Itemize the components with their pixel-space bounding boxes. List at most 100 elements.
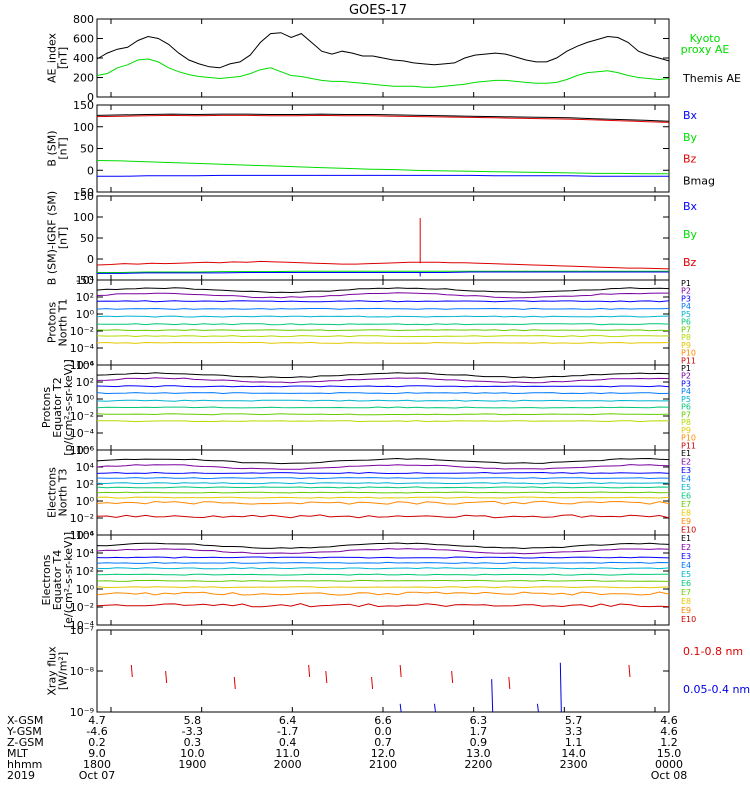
channel-line-P8 bbox=[96, 420, 670, 423]
xray-short-mark bbox=[491, 679, 494, 713]
x-row-value: Oct 07 bbox=[79, 769, 116, 782]
x-row-value: 4.6 bbox=[660, 714, 678, 727]
channel-label-P10: P10 bbox=[681, 434, 696, 443]
x-row-value: 5.7 bbox=[565, 714, 583, 727]
y-tick-label: 10² bbox=[76, 376, 94, 389]
x-row-value: 1900 bbox=[178, 758, 206, 771]
channel-label-E5: E5 bbox=[681, 483, 691, 492]
legend-kyoto: Kyoto bbox=[690, 32, 721, 45]
channel-label-P8: P8 bbox=[681, 418, 691, 427]
xray-short-mark bbox=[433, 703, 436, 713]
y-tick-label: 50 bbox=[80, 232, 94, 245]
series-line-1 bbox=[96, 113, 670, 122]
legend-xray-2: 0.05-0.4 nm bbox=[683, 683, 750, 696]
channel-line-E10 bbox=[96, 514, 670, 519]
xray-long-mark bbox=[371, 676, 374, 690]
channel-line-P3 bbox=[96, 385, 670, 388]
y-tick-label: 150 bbox=[73, 99, 94, 112]
y-tick-label: 10² bbox=[76, 291, 94, 304]
x-row-value: 12.0 bbox=[371, 747, 396, 760]
channel-line-P6 bbox=[96, 323, 670, 326]
x-row-value: 11.0 bbox=[275, 747, 300, 760]
x-row-value: 1.2 bbox=[660, 736, 678, 749]
channel-label-E10: E10 bbox=[681, 526, 696, 535]
channel-line-E5 bbox=[96, 482, 670, 485]
xray-long-mark bbox=[233, 676, 236, 690]
y-tick-label: 0 bbox=[87, 164, 94, 177]
x-row-value: 0.0 bbox=[374, 725, 392, 738]
legend-bx: Bx bbox=[683, 109, 698, 122]
channel-label-P3: P3 bbox=[681, 294, 691, 303]
y-tick-label: 0 bbox=[87, 91, 94, 104]
y-tick-label: 0 bbox=[87, 253, 94, 266]
channel-line-E3 bbox=[96, 471, 670, 475]
y-axis-label: AE_index bbox=[46, 32, 59, 83]
channel-label-P1: P1 bbox=[681, 279, 691, 288]
x-row-value: 1800 bbox=[83, 758, 111, 771]
x-row-value: 1.7 bbox=[470, 725, 488, 738]
y-tick-label: 10⁰ bbox=[76, 583, 95, 596]
y-axis-label: [p/(cm²-s-sr-keV)] bbox=[62, 359, 75, 456]
channel-label-E10: E10 bbox=[681, 615, 696, 624]
legend-bz: Bz bbox=[683, 153, 697, 166]
channel-label-E1: E1 bbox=[681, 449, 691, 458]
plot-title: GOES-17 bbox=[349, 3, 407, 18]
channel-line-E10 bbox=[96, 603, 670, 608]
y-axis-label: [e/(cm²-s-sr-keV)] bbox=[62, 532, 75, 628]
x-row-value: -3.3 bbox=[182, 725, 203, 738]
panel-frame bbox=[96, 195, 670, 281]
channel-label-P7: P7 bbox=[681, 325, 691, 334]
xray-long-mark bbox=[165, 670, 168, 684]
channel-line-E8 bbox=[96, 496, 670, 499]
channel-label-P8: P8 bbox=[681, 333, 691, 342]
y-tick-label: 10⁻² bbox=[70, 601, 94, 614]
y-tick-label: 10⁻² bbox=[70, 512, 94, 525]
x-row-label: Z-GSM bbox=[7, 736, 44, 749]
x-row-label: 2019 bbox=[7, 769, 35, 782]
x-row-value: 6.3 bbox=[470, 714, 488, 727]
channel-line-P7 bbox=[96, 329, 670, 332]
x-row-value: 13.0 bbox=[466, 747, 491, 760]
panel-8: 10⁻⁷ 10⁻⁸ 10⁻⁹ Xray flux[W/m²] 0.1-0.8 nm 0.0… bbox=[46, 624, 750, 719]
channel-line-E5 bbox=[96, 567, 670, 570]
x-row-value: Oct 08 bbox=[651, 769, 688, 782]
channel-label-E5: E5 bbox=[681, 570, 691, 579]
legend-themis-ae: Themis AE bbox=[682, 72, 741, 85]
xray-long-mark bbox=[130, 664, 133, 678]
channel-label-E4: E4 bbox=[681, 475, 691, 484]
y-tick-label: 10⁴ bbox=[76, 274, 95, 287]
channel-label-E2: E2 bbox=[681, 543, 691, 552]
y-tick-label: 10⁶ bbox=[76, 444, 95, 457]
y-tick-label: 10⁴ bbox=[76, 547, 95, 560]
y-axis-label: [nT] bbox=[57, 137, 70, 159]
channel-label-E2: E2 bbox=[681, 458, 691, 467]
xray-long-mark bbox=[508, 676, 511, 690]
y-axis-label: Equator T4 bbox=[51, 550, 64, 610]
channel-line-E4 bbox=[96, 477, 669, 480]
y-tick-label: 10⁰ bbox=[76, 393, 95, 406]
channel-line-P4 bbox=[96, 307, 670, 310]
x-row-value: 2300 bbox=[560, 758, 588, 771]
channel-line-E6 bbox=[96, 486, 670, 489]
channel-label-E1: E1 bbox=[681, 534, 691, 543]
channel-label-E4: E4 bbox=[681, 561, 691, 570]
channel-line-P2 bbox=[96, 377, 670, 384]
legend-bx: Bx bbox=[683, 200, 698, 213]
channel-label-P7: P7 bbox=[681, 410, 691, 419]
channel-line-E7 bbox=[96, 579, 670, 582]
channel-line-P4 bbox=[96, 392, 670, 395]
x-row-value: 6.4 bbox=[279, 714, 297, 727]
x-row-value: 3.3 bbox=[565, 725, 583, 738]
channel-line-E2 bbox=[96, 548, 670, 555]
series-line-2 bbox=[96, 58, 670, 88]
y-tick-label: 800 bbox=[73, 13, 94, 26]
x-row-value: 0.3 bbox=[184, 736, 202, 749]
x-row-value: 0.4 bbox=[279, 736, 297, 749]
y-tick-label: 150 bbox=[73, 190, 94, 203]
channel-label-E8: E8 bbox=[681, 509, 691, 518]
x-row-value: 5.8 bbox=[184, 714, 202, 727]
y-tick-label: 10⁻⁸ bbox=[70, 665, 95, 678]
x-row-value: 10.0 bbox=[180, 747, 205, 760]
